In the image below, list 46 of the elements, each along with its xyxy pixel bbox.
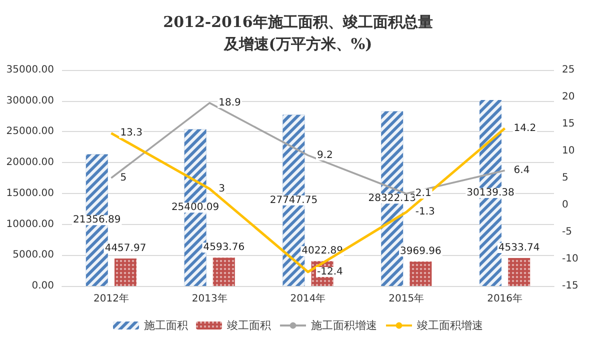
data-label: 2.1 <box>415 188 432 200</box>
y2-tick-label: 20 <box>562 92 575 102</box>
data-label: 6.4 <box>514 164 530 176</box>
y-tick-label: 30000.00 <box>6 95 54 106</box>
y2-tick-label: -15 <box>562 280 578 292</box>
chart-title: 2012-2016年施工面积、竣工面积总量及增速(万平方米、%) <box>163 13 433 53</box>
y2-tick-label: 0 <box>562 200 568 210</box>
y-tick-label: 25000.00 <box>6 126 54 138</box>
y2-tick-label: -10 <box>562 254 578 264</box>
y2-tick-label: -5 <box>562 226 572 238</box>
x-tick-label: 2012年 <box>93 292 129 304</box>
y2-tick-label: 5 <box>562 172 568 184</box>
data-label: 27747.75 <box>270 194 318 206</box>
y2-tick-label: 15 <box>562 118 575 130</box>
data-label: 25400.09 <box>171 202 220 214</box>
y-tick-label: 20000.00 <box>6 157 54 168</box>
legend-label: 竣工面积增速 <box>417 319 483 332</box>
data-label: 4533.74 <box>498 242 540 254</box>
x-tick-label: 2016年 <box>487 292 523 304</box>
data-label: 5 <box>120 172 127 184</box>
y-tick-label: 10000.00 <box>6 218 54 230</box>
y-tick-label: 35000.00 <box>6 64 54 76</box>
y2-tick-label: 10 <box>562 146 575 156</box>
data-label: 3 <box>218 183 225 194</box>
data-label: 13.3 <box>120 128 142 139</box>
x-tick-label: 2014年 <box>290 292 326 304</box>
data-label: 30139.38 <box>466 188 514 198</box>
data-label: -1.3 <box>415 206 435 218</box>
data-label: 4593.76 <box>203 242 245 254</box>
data-label: 14.2 <box>514 122 536 134</box>
x-tick-label: 2015年 <box>388 292 424 304</box>
y-tick-label: 15000.00 <box>6 188 54 199</box>
data-label: 3969.96 <box>400 246 442 257</box>
data-label: 9.2 <box>317 150 333 161</box>
y2-tick-label: 25 <box>562 64 575 76</box>
x-tick-label: 2013年 <box>192 292 228 304</box>
data-label: -12.4 <box>317 266 343 278</box>
data-label: 21356.89 <box>73 214 121 226</box>
data-label: 18.9 <box>218 97 241 108</box>
legend-label: 施工面积 <box>144 319 188 332</box>
y-tick-label: 5000.00 <box>12 250 54 261</box>
data-label: 4457.97 <box>104 242 146 254</box>
legend-label: 施工面积增速 <box>311 319 377 332</box>
legend-label: 竣工面积 <box>227 319 271 332</box>
y-tick-label: 0.00 <box>32 280 54 292</box>
data-label: 28322.13 <box>368 193 416 204</box>
